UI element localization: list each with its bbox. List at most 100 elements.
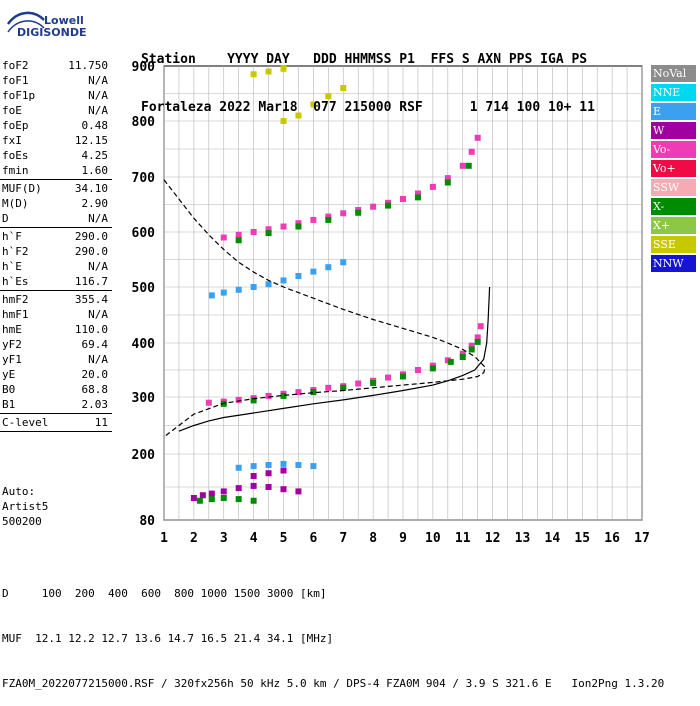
echo-point [196,497,203,504]
echo-point [265,462,272,468]
footer-file-row: FZA0M_2022077215000.RSF / 320fx256h 50 k… [2,677,665,690]
echo-point [250,473,257,479]
param-name: M(D) [2,197,29,210]
echo-point [235,496,242,503]
y-tick-label: 300 [132,391,156,406]
echo-point [459,350,466,357]
param-value: 2.03 [81,398,109,411]
param-name: fxI [2,134,22,147]
param-value: N/A [88,260,108,273]
param-row: h`Es 116.7 [0,274,112,289]
echo-point [414,190,421,197]
param-row: fmin 1.60 [0,163,112,178]
echo-point [400,196,406,202]
legend-item: X+ [651,217,696,234]
echo-point [250,284,257,290]
x-tick-label: 7 [339,531,347,546]
echo-point [208,496,215,503]
x-tick-label: 2 [190,531,198,546]
param-name: yF1 [2,353,22,366]
echo-point [235,464,242,471]
param-value: 69.4 [81,338,109,351]
param-value: 12.15 [74,134,108,147]
param-value: 2.90 [81,197,109,210]
param-value: 110.0 [74,323,108,336]
header-row-2: Fortaleza 2022 Mar18 077 215000 RSF 1 71… [141,100,595,115]
ionogram-plot: 1 2 3 4 5 6 7 8 9 10 11 12 13 14 15 16 17802003004005006… [132,60,650,546]
footer-muf-row: MUF 12.1 12.2 12.7 13.6 14.7 16.5 21.4 3… [2,632,334,645]
echo-point [265,392,272,399]
echo-point [208,292,215,299]
scaled-parameters-panel: foF2 11.750 foF1 N/A foF1p N/A foE N/A foEp 0.48 f… [0,58,112,433]
echo-point [235,286,242,293]
param-row: foF1 N/A [0,73,112,88]
param-name: hmF1 [2,308,29,321]
station-header: Station YYYY DAY DDD HHMMSS P1 FFS S AXN… [141,20,595,132]
echo-point [295,223,302,230]
echo-point [310,216,317,223]
param-row: h`E N/A [0,259,112,274]
param-value: 1.60 [81,164,109,177]
echo-point [340,210,347,217]
legend-item: W [651,122,696,139]
echo-point [325,216,332,223]
param-value: 4.25 [81,149,109,162]
x-tick-label: 13 [515,531,531,546]
param-separator [0,431,112,432]
echo-point [385,202,392,209]
y-tick-label: 900 [132,60,156,75]
echo-point [325,384,332,391]
echo-point [265,470,272,477]
param-name: foEp [2,119,29,132]
y-tick-label: 80 [139,514,155,529]
x-tick-label: 16 [604,531,620,546]
echo-point [340,384,347,391]
param-row: B1 2.03 [0,397,112,412]
echo-point [280,392,287,399]
echo-point [280,223,287,230]
echo-point [250,397,257,404]
echo-point [474,134,481,141]
echo-point [280,277,287,284]
echo-point [199,492,206,499]
y-tick-label: 700 [132,171,156,186]
echo-point [429,183,436,190]
legend-item: X- [651,198,696,215]
legend-item: SSW [651,179,696,196]
echo-point [355,380,362,387]
x-tick-label: 8 [369,531,377,546]
echo-point [310,101,317,108]
param-name: D [2,212,9,225]
param-name: h`Es [2,275,29,288]
echo-point [459,162,466,169]
echo-point [220,488,227,495]
logo-line2: DIGISONDE [17,26,87,39]
legend-item: E [651,103,696,120]
x-tick-label: 9 [399,531,407,546]
echo-point [295,220,302,227]
param-row: yF1 N/A [0,352,112,367]
echo-point [250,71,257,78]
param-name: yF2 [2,338,22,351]
echo-point [325,213,332,220]
echo-point [265,281,272,288]
echo-point [295,273,302,279]
param-row: foEp 0.48 [0,118,112,133]
echo-point [444,179,451,186]
param-name: foF2 [2,59,29,72]
legend-item: NNW [651,255,696,272]
echo-point [468,148,475,155]
param-value: 11 [94,416,108,429]
profile-line [178,286,491,432]
param-value: N/A [88,353,108,366]
echo-point [468,346,475,353]
x-tick-label: 17 [634,531,650,546]
param-value: N/A [88,74,108,87]
param-name: B0 [2,383,16,396]
echo-point [235,237,242,244]
x-tick-label: 10 [425,531,441,546]
echo-point [280,460,287,467]
param-name: h`F [2,230,22,243]
x-tick-label: 6 [309,531,317,546]
echo-point [340,85,347,91]
